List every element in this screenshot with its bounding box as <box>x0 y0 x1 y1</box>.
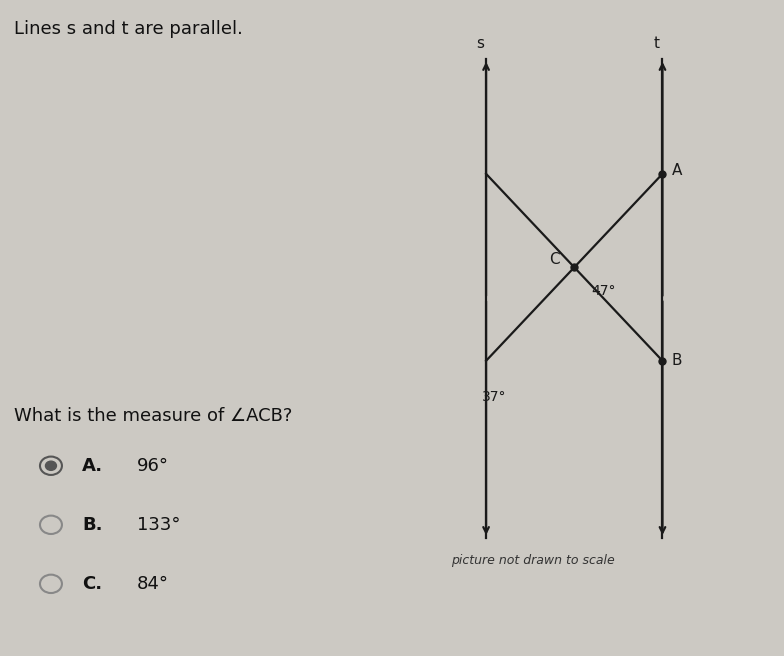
Text: 37°: 37° <box>482 390 506 404</box>
Text: 96°: 96° <box>137 457 169 475</box>
Text: s: s <box>476 36 484 51</box>
Text: 84°: 84° <box>137 575 169 593</box>
Text: C: C <box>550 252 560 267</box>
Text: A.: A. <box>82 457 103 475</box>
Text: B.: B. <box>82 516 103 534</box>
Text: Lines s and t are parallel.: Lines s and t are parallel. <box>14 20 243 37</box>
Text: B: B <box>672 354 682 368</box>
Text: t: t <box>653 36 659 51</box>
Text: What is the measure of ∠ACB?: What is the measure of ∠ACB? <box>14 407 292 424</box>
Circle shape <box>45 461 56 470</box>
Text: picture not drawn to scale: picture not drawn to scale <box>451 554 615 567</box>
Text: A: A <box>672 163 682 178</box>
Text: 133°: 133° <box>137 516 180 534</box>
Text: 47°: 47° <box>591 283 616 298</box>
Text: C.: C. <box>82 575 103 593</box>
